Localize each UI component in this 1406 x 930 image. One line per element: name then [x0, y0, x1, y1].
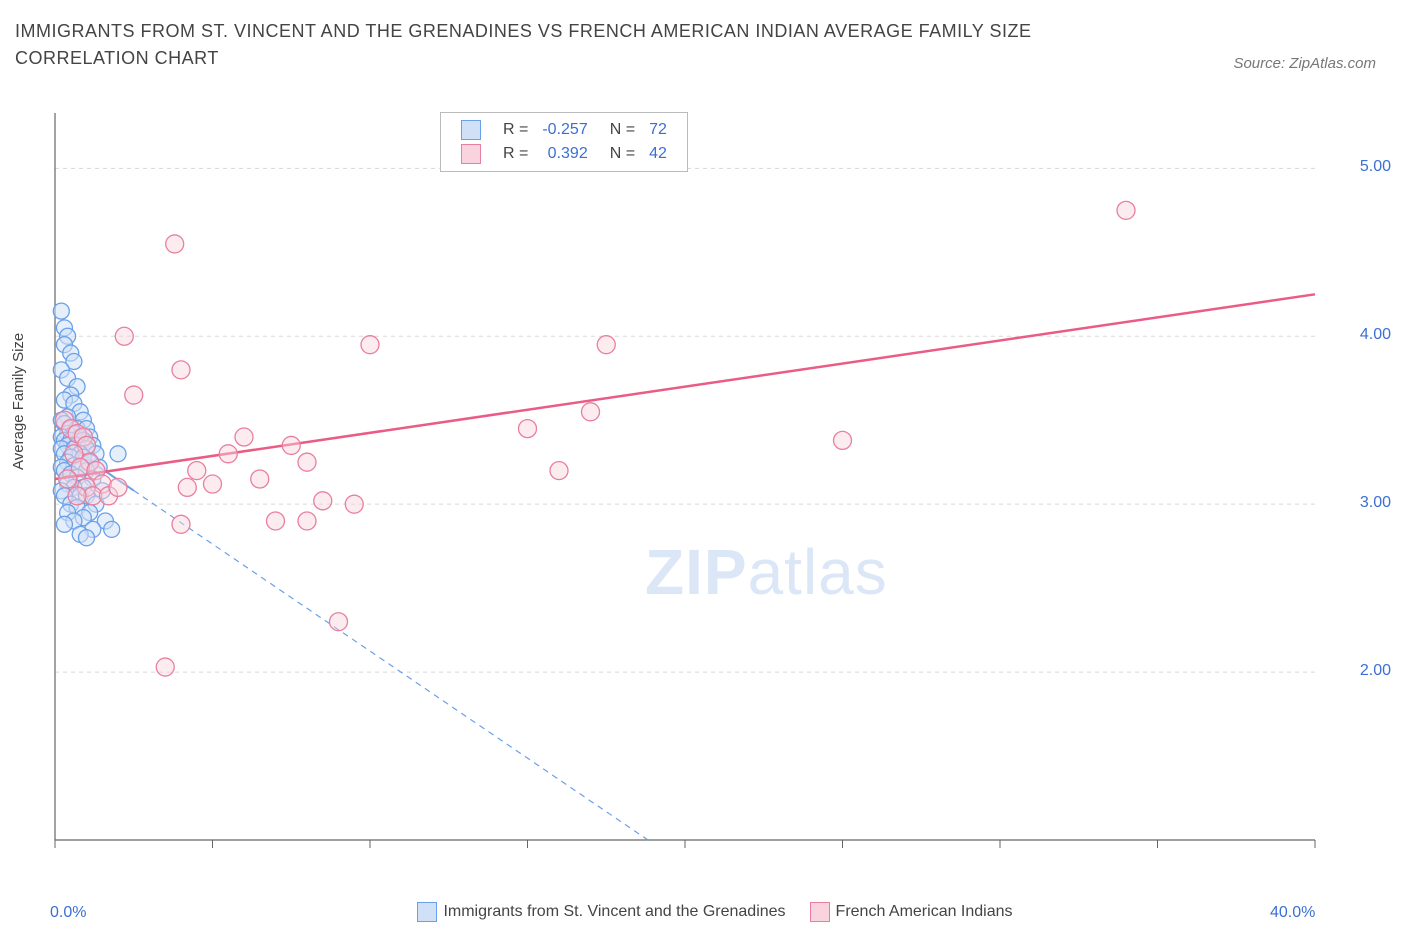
y-tick-label: 3.00: [1360, 494, 1391, 512]
scatter-plot-svg: [45, 110, 1375, 875]
watermark-zip: ZIP: [645, 536, 748, 608]
correlation-legend: R =-0.257N =72R =0.392N =42: [440, 112, 688, 172]
series-legend: Immigrants from St. Vincent and the Gren…: [0, 902, 1406, 922]
legend-swatch: [810, 902, 830, 922]
watermark: ZIPatlas: [645, 535, 888, 609]
legend-row: R =-0.257N =72: [455, 119, 673, 141]
legend-swatch: [417, 902, 437, 922]
y-tick-label: 2.00: [1360, 662, 1391, 680]
source-attribution: Source: ZipAtlas.com: [1233, 55, 1376, 72]
legend-label: Immigrants from St. Vincent and the Gren…: [443, 903, 785, 920]
y-tick-label: 4.00: [1360, 326, 1391, 344]
legend-label: French American Indians: [836, 903, 1013, 920]
y-tick-label: 5.00: [1360, 158, 1391, 176]
y-axis-label: Average Family Size: [10, 333, 27, 470]
watermark-atlas: atlas: [748, 536, 888, 608]
chart-plot-area: ZIPatlas: [45, 110, 1375, 875]
legend-row: R =0.392N =42: [455, 143, 673, 165]
chart-title: IMMIGRANTS FROM ST. VINCENT AND THE GREN…: [15, 18, 1115, 72]
